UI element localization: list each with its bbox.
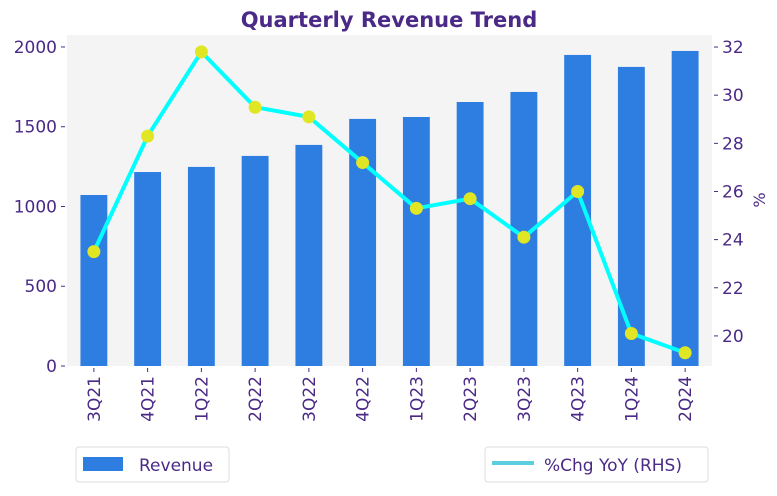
yoy-point-1Q23	[409, 201, 423, 215]
yoy-point-3Q22	[302, 110, 316, 124]
x-tick-label: 3Q23	[515, 376, 535, 422]
y-tick-label: 0	[46, 357, 57, 377]
x-tick-label: 1Q24	[622, 376, 642, 422]
y-tick-label: 2000	[14, 38, 57, 58]
x-tick-label: 4Q21	[139, 376, 159, 422]
legend-revenue-swatch	[83, 457, 123, 471]
bar-2Q24	[671, 50, 699, 366]
yoy-point-3Q23	[517, 230, 531, 244]
x-tick-label: 3Q22	[300, 376, 320, 422]
y-tick-label: 1000	[14, 197, 57, 217]
plot-area	[67, 35, 712, 366]
x-tick-label: 4Q22	[354, 376, 374, 422]
yoy-line	[92, 49, 686, 355]
x-tick-label: 1Q22	[192, 376, 212, 422]
y2-tick-label: 32	[722, 38, 744, 58]
bar-4Q21	[134, 172, 162, 366]
bar-2Q22	[241, 155, 269, 366]
bar-1Q22	[187, 166, 215, 366]
x-tick-label: 2Q24	[676, 376, 696, 422]
yoy-point-2Q22	[248, 100, 262, 114]
bar-2Q23	[456, 101, 484, 366]
y2-tick-label: 30	[722, 86, 744, 106]
x-tick-label: 3Q21	[85, 376, 105, 422]
yoy-point-1Q24	[624, 327, 638, 341]
x-tick-label: 2Q22	[246, 376, 266, 422]
yoy-point-4Q21	[141, 129, 155, 143]
yoy-point-4Q23	[571, 184, 585, 198]
yoy-point-2Q23	[463, 192, 477, 206]
yoy-point-1Q22	[194, 45, 208, 59]
y2-tick-label: 26	[722, 182, 744, 202]
yoy-point-3Q21	[87, 245, 101, 259]
x-tick-label: 4Q23	[569, 376, 589, 422]
bar-1Q24	[617, 66, 645, 366]
y2-axis-label: %	[750, 192, 769, 207]
x-tick-label: 1Q23	[407, 376, 427, 422]
y2-tick-label: 24	[722, 231, 744, 251]
bar-1Q23	[402, 116, 430, 367]
legend-yoy: %Chg YoY (RHS)	[484, 446, 709, 483]
x-tick-label: 2Q23	[461, 376, 481, 422]
y2-tick-label: 22	[722, 279, 744, 299]
y2-tick-label: 28	[722, 134, 744, 154]
chart-title: Quarterly Revenue Trend	[241, 8, 538, 32]
bar-3Q22	[295, 144, 323, 366]
y2-tick-label: 20	[722, 327, 744, 347]
legend-revenue: Revenue	[75, 446, 230, 483]
bar-3Q21	[80, 194, 108, 366]
legend-yoy-label: %Chg YoY (RHS)	[544, 456, 682, 476]
yoy-point-4Q22	[356, 156, 370, 170]
y-tick-label: 500	[25, 277, 57, 297]
bar-4Q23	[564, 54, 592, 366]
legend-revenue-label: Revenue	[139, 456, 213, 476]
y-tick-label: 1500	[14, 118, 57, 138]
yoy-point-2Q24	[678, 346, 692, 360]
